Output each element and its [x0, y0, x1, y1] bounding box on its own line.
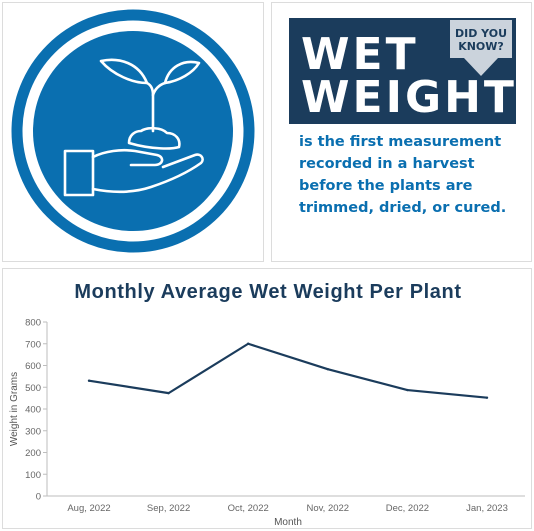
series-line	[88, 342, 488, 399]
did-you-know-badge	[450, 20, 512, 76]
line-chart: 0 100 200 300 400 500 600 700 800 Aug, 2022 Sep, 2…	[9, 318, 525, 528]
y-tick-label: 200	[25, 448, 41, 459]
fact-banner: WET WEIGHT DID YOU KNOW?	[289, 18, 516, 124]
data-point	[485, 396, 489, 399]
x-tick-label: Nov, 2022	[306, 503, 349, 514]
did-you-know-text: DID YOU KNOW?	[450, 27, 512, 53]
x-tick-label: Oct, 2022	[228, 503, 269, 514]
x-axis-label: Month	[274, 517, 302, 528]
data-point	[406, 388, 409, 392]
y-tick-label: 400	[25, 405, 41, 416]
hand-holding-seedling-icon	[11, 9, 255, 253]
x-tick-label: Jan, 2023	[466, 503, 508, 514]
icon-panel	[2, 2, 264, 262]
x-tick-label: Aug, 2022	[67, 503, 110, 514]
y-tick-label: 100	[25, 470, 41, 481]
fact-title-line-1: WET	[301, 29, 419, 80]
badge-line-1: DID YOU	[454, 27, 508, 40]
y-tick-label: 800	[25, 318, 41, 329]
data-point	[326, 367, 329, 371]
chart-title: Monthly Average Wet Weight Per Plant	[74, 281, 462, 303]
y-tick-label: 300	[25, 426, 41, 437]
fact-title-line-2: WEIGHT	[301, 72, 517, 123]
fact-body-text: is the first measurement recorded in a h…	[299, 134, 507, 216]
badge-line-2: KNOW?	[458, 40, 504, 53]
y-tick-label: 0	[36, 492, 41, 503]
x-tick-label: Sep, 2022	[147, 503, 190, 514]
y-tick-label: 500	[25, 383, 41, 394]
y-axis-label: Weight in Grams	[9, 372, 20, 446]
y-tick-label: 600	[25, 361, 41, 372]
data-point	[87, 379, 91, 382]
fact-panel: WET WEIGHT DID YOU KNOW? is the first me…	[271, 2, 532, 262]
chart-panel: Monthly Average Wet Weight Per Plant 0 10…	[2, 268, 532, 529]
data-point	[247, 342, 250, 345]
y-tick-label: 700	[25, 339, 41, 350]
x-tick-label: Dec, 2022	[386, 503, 429, 514]
data-point	[167, 391, 170, 395]
